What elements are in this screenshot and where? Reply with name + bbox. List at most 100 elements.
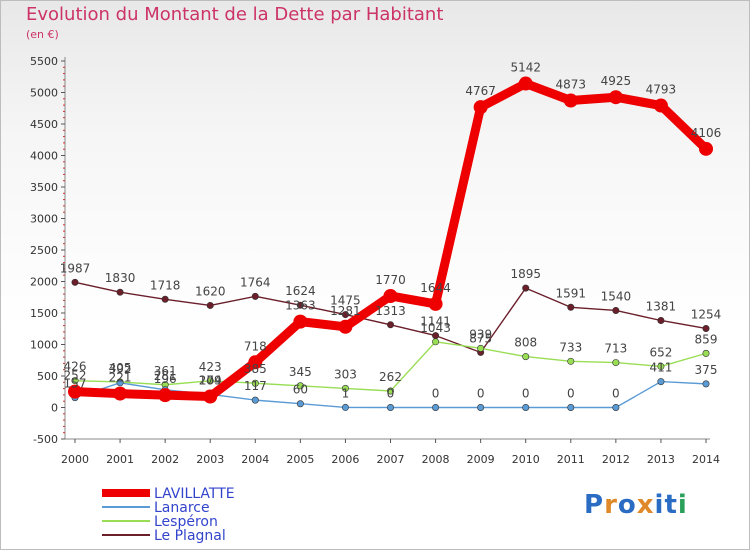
x-tick-label: 2003 — [196, 453, 224, 466]
data-point — [432, 403, 440, 411]
data-label: 875 — [469, 331, 492, 345]
data-point — [518, 76, 533, 91]
data-label: 1254 — [691, 307, 722, 321]
data-label: 1624 — [285, 284, 316, 298]
y-tick-label: 5500 — [30, 55, 58, 68]
x-tick-label: 2011 — [557, 453, 585, 466]
data-point — [251, 292, 259, 300]
data-point — [612, 403, 620, 411]
data-label: 303 — [334, 367, 357, 381]
data-label: 859 — [695, 332, 718, 346]
legend-label: Lanarce — [154, 500, 210, 516]
data-label: 808 — [514, 336, 537, 350]
data-point — [567, 403, 575, 411]
data-point — [113, 386, 128, 401]
data-label: 1 — [342, 386, 350, 400]
x-tick-label: 2010 — [512, 453, 540, 466]
data-label: 1141 — [420, 315, 451, 329]
data-point — [341, 311, 349, 319]
data-label: 157 — [64, 377, 87, 391]
chart-title: Evolution du Montant de la Dette par Hab… — [26, 4, 444, 25]
data-label: 718 — [244, 339, 267, 353]
data-label: 375 — [695, 363, 718, 377]
data-label: 423 — [199, 360, 222, 374]
data-point — [522, 284, 530, 292]
data-point — [341, 384, 349, 392]
brand-letter: P — [584, 490, 605, 520]
data-label: 1043 — [420, 321, 451, 335]
data-label: 652 — [649, 345, 672, 359]
data-point — [293, 314, 308, 329]
data-point — [612, 306, 620, 314]
data-point — [383, 288, 398, 303]
x-tick-label: 2001 — [106, 453, 134, 466]
data-label: 0 — [567, 387, 575, 401]
brand-letter: o — [617, 490, 637, 520]
x-tick-label: 2007 — [377, 453, 405, 466]
data-label: 0 — [432, 387, 440, 401]
data-point — [386, 403, 394, 411]
data-point — [567, 303, 575, 311]
data-label: 174 — [199, 374, 222, 388]
data-point — [386, 387, 394, 395]
data-label: 385 — [244, 362, 267, 376]
data-label: 1718 — [150, 278, 181, 292]
data-label: 5142 — [510, 61, 541, 75]
data-label: 939 — [469, 327, 492, 341]
data-label: 1381 — [646, 299, 677, 313]
data-point — [206, 377, 214, 385]
data-label: 411 — [649, 361, 672, 375]
y-tick-label: 4500 — [30, 118, 58, 131]
data-label: 221 — [109, 371, 132, 385]
data-point — [296, 382, 304, 390]
data-point — [657, 378, 665, 386]
brand-letter: x — [636, 490, 655, 520]
data-point — [653, 98, 668, 113]
data-point — [567, 357, 575, 365]
brand-letter: t — [664, 490, 678, 520]
x-tick-label: 2000 — [61, 453, 89, 466]
x-tick-label: 2014 — [692, 453, 720, 466]
y-tick-label: 2500 — [30, 244, 58, 257]
chart-unit: (en €) — [26, 28, 59, 41]
data-point — [206, 301, 214, 309]
x-tick-label: 2005 — [286, 453, 314, 466]
data-label: 209 — [199, 373, 222, 387]
data-point — [563, 93, 578, 108]
x-tick-label: 2012 — [602, 453, 630, 466]
data-point — [251, 379, 259, 387]
data-point — [161, 295, 169, 303]
data-label: 4793 — [646, 83, 677, 97]
data-label: 117 — [244, 379, 267, 393]
data-label: 0 — [477, 387, 485, 401]
data-label: 4925 — [601, 74, 632, 88]
data-label: 733 — [559, 340, 582, 354]
y-tick-label: 2000 — [30, 276, 58, 289]
data-point — [702, 380, 710, 388]
data-label: 1895 — [510, 267, 541, 281]
data-label: 1764 — [240, 275, 271, 289]
brand-letter: i — [654, 490, 665, 520]
brand-logo: Proxiti — [584, 490, 688, 520]
data-label: 1313 — [375, 304, 406, 318]
y-tick-label: 0 — [51, 402, 58, 415]
y-tick-label: 1500 — [30, 307, 58, 320]
axes: -500050010001500200025003000350040004500… — [30, 55, 720, 466]
y-tick-label: 4000 — [30, 150, 58, 163]
y-tick-label: 3000 — [30, 213, 58, 226]
legend-label: LAVILLATTE — [154, 486, 235, 502]
data-label: 262 — [379, 370, 402, 384]
data-point — [251, 396, 259, 404]
data-label: 0 — [522, 387, 530, 401]
data-label: 1644 — [420, 281, 451, 295]
data-point — [68, 384, 82, 399]
data-label: 361 — [154, 364, 177, 378]
data-point — [522, 353, 530, 361]
data-point — [702, 349, 710, 357]
data-label: 4767 — [465, 84, 496, 98]
data-point — [657, 362, 665, 370]
data-point — [203, 389, 218, 404]
data-point — [608, 90, 623, 105]
data-point — [612, 359, 620, 367]
data-label: 1987 — [60, 261, 91, 275]
